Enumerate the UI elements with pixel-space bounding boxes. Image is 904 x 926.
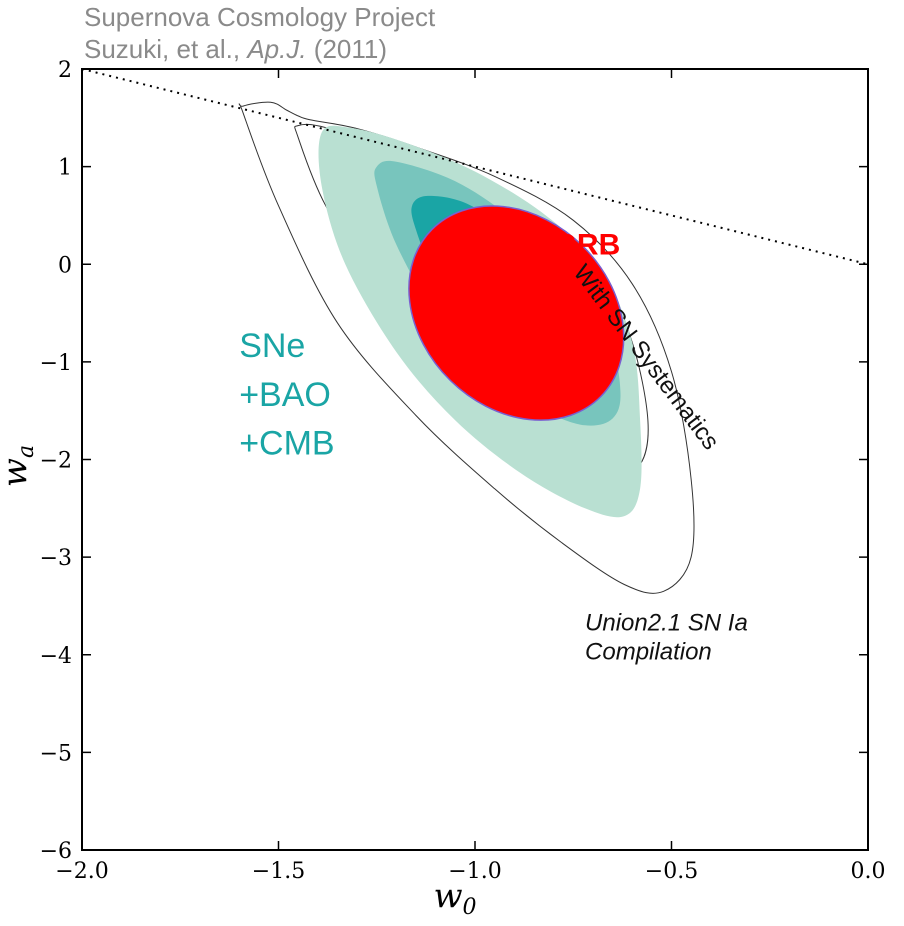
chart-title-line1: Supernova Cosmology Project [84,2,436,32]
contour-outline-0 [238,101,695,594]
annotation-sne2: +BAO [239,376,331,414]
x-tick-label: −2.0 [55,859,108,884]
title-author: Suzuki, et al., [84,34,247,64]
y-axis-label-main: w [0,458,35,487]
x-axis-label-main: w [433,876,462,916]
x-tick-label: −0.5 [645,859,698,884]
title-journal: Ap.J. [245,34,306,64]
y-axis-label: wa [0,445,39,487]
grb-ellipse [408,205,625,421]
boundary-line-layer [82,69,868,266]
annotation-union1: Union2.1 SN Ia [585,609,748,636]
y-tick-label: 1 [58,156,72,181]
annotation-union2: Compilation [585,639,712,666]
y-tick-label: 2 [58,58,72,83]
annotation-sne1: SNe [239,327,305,365]
y-tick-label: −2 [40,449,72,474]
annotation-grb: GRB [554,228,621,261]
title-year: (2011) [307,34,387,64]
tick-layer: −2.0 −1.5 −1.0 −0.5 0.0 −6 −5 −4 −3 −2 −1 0 1 2 [40,58,886,884]
annotation-sne3: +CMB [239,425,334,463]
y-tick-label: −4 [40,644,72,669]
x-axis-label-sub: 0 [463,895,477,920]
y-tick-label: −5 [40,741,72,766]
x-tick-label: −1.5 [252,859,305,884]
y-tick-label: −3 [40,546,72,571]
x-tick-label: −1.0 [448,859,501,884]
boundary-dotted-line [82,69,868,266]
contour-layer [238,101,695,594]
y-tick-label: −6 [40,839,72,864]
y-tick-label: −1 [40,351,72,376]
x-axis-label: w0 [433,876,476,920]
y-axis-label-sub: a [14,445,39,458]
plot-frame [81,68,869,851]
y-tick-label: 0 [58,253,72,278]
chart-title-line2: Suzuki, et al., Ap.J. (2011) [84,34,387,64]
x-tick-label: 0.0 [851,859,886,884]
